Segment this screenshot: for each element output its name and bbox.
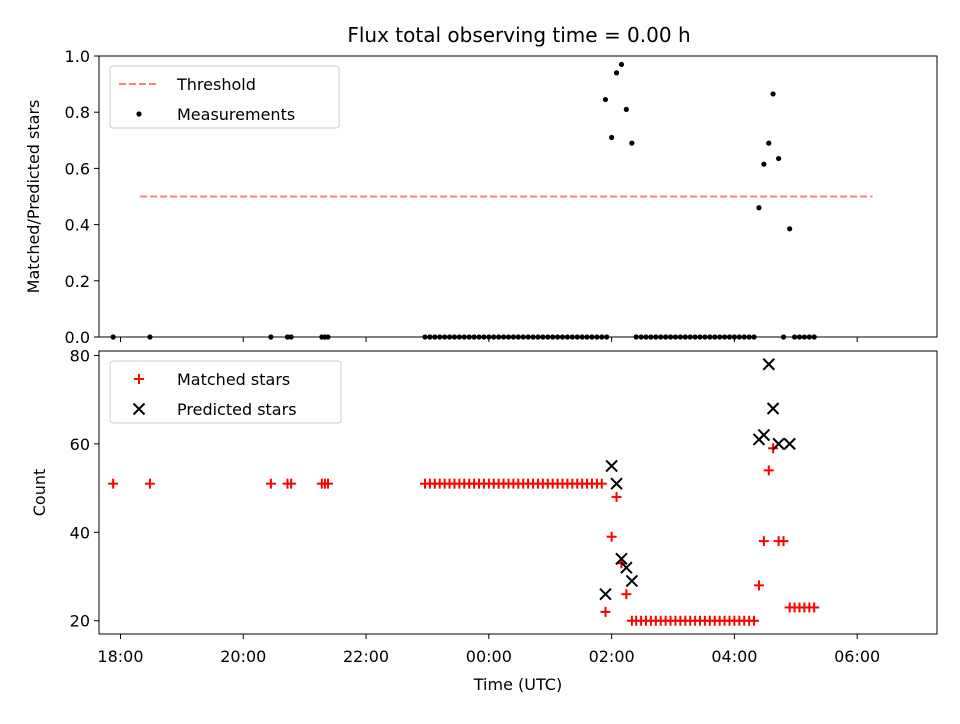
plot-area <box>108 358 820 626</box>
x-tick-label: 04:00 <box>711 647 757 666</box>
measurement-point <box>756 205 762 211</box>
measurement-point <box>776 155 782 162</box>
axes-frame <box>98 55 938 338</box>
matched-point <box>778 536 789 547</box>
matched-point <box>611 491 622 502</box>
legend-label: Predicted stars <box>177 400 297 419</box>
legend-predicted-swatch <box>132 402 146 416</box>
figure-title: Flux total observing time = 0.00 h <box>347 23 690 47</box>
x-tick-label: 00:00 <box>466 647 512 666</box>
legend: Matched stars Predicted stars <box>109 360 342 424</box>
measurement-point <box>609 134 615 141</box>
predicted-point <box>757 428 771 442</box>
measurement-point <box>787 226 793 232</box>
matched-point <box>621 589 632 600</box>
axes-frame <box>98 350 938 635</box>
count-panel: 20 40 60 80 18:00 20:00 22:00 00:00 02:00 04:00 06… <box>30 346 938 694</box>
predicted-point <box>772 437 785 451</box>
y-tick-label: 0.4 <box>65 216 90 235</box>
matched-point <box>753 580 764 591</box>
measurement-point <box>602 96 609 103</box>
matched-point <box>322 478 333 489</box>
x-tick-label: 18:00 <box>97 647 143 666</box>
matched-point <box>763 465 774 476</box>
legend: Threshold Measurements <box>109 65 340 129</box>
predicted-point <box>615 552 628 566</box>
y-tick-label: 0.6 <box>65 159 90 178</box>
y-tick-label: 60 <box>70 435 90 454</box>
predicted-point <box>766 402 780 415</box>
x-tick-label: 02:00 <box>589 647 635 666</box>
y-tick-label: 0.8 <box>65 103 90 122</box>
predicted-point <box>783 437 796 451</box>
matched-point <box>749 615 760 626</box>
x-tick-label: 22:00 <box>343 647 389 666</box>
measurement-point <box>766 140 772 146</box>
measurement-point <box>623 106 629 112</box>
predicted-point <box>620 561 633 574</box>
measurement-point <box>761 161 767 167</box>
y-tick-label: 0.2 <box>65 272 90 291</box>
legend-label: Threshold <box>176 75 256 94</box>
legend-measurement-swatch <box>136 111 142 117</box>
matched-point <box>108 478 119 489</box>
y-tick-label: 20 <box>70 612 90 631</box>
measurement-point <box>618 61 625 68</box>
matched-point <box>809 602 820 613</box>
y-axis-label: Matched/Predicted stars <box>24 100 43 294</box>
x-tick-label: 20:00 <box>220 647 266 666</box>
legend-label: Matched stars <box>177 370 290 389</box>
matched-point <box>144 478 155 489</box>
y-axis-label: Count <box>30 469 49 517</box>
y-tick-label: 0.0 <box>65 328 90 347</box>
ratio-panel: 0.0 0.2 0.4 0.6 0.8 1.0 Matched/Predicted star… <box>24 47 938 347</box>
measurement-point <box>770 91 776 97</box>
predicted-point <box>762 358 775 371</box>
predicted-point <box>605 459 618 473</box>
x-tick-label: 06:00 <box>834 647 880 666</box>
predicted-point <box>599 587 612 601</box>
matched-point <box>265 478 276 489</box>
y-tick-label: 40 <box>70 523 90 542</box>
matched-point <box>596 478 607 489</box>
legend-box <box>109 65 340 129</box>
matched-point <box>600 606 611 617</box>
y-tick-label: 80 <box>70 346 90 365</box>
measurement-point <box>629 140 635 146</box>
predicted-point <box>625 574 639 588</box>
matched-point <box>758 536 769 547</box>
measurement-point <box>613 70 620 76</box>
y-tick-label: 1.0 <box>65 47 90 66</box>
legend-label: Measurements <box>177 105 295 124</box>
x-axis-label: Time (UTC) <box>473 675 562 694</box>
legend-box <box>109 360 342 424</box>
matched-point <box>286 478 297 489</box>
predicted-point <box>610 477 623 490</box>
matched-point <box>606 531 617 542</box>
